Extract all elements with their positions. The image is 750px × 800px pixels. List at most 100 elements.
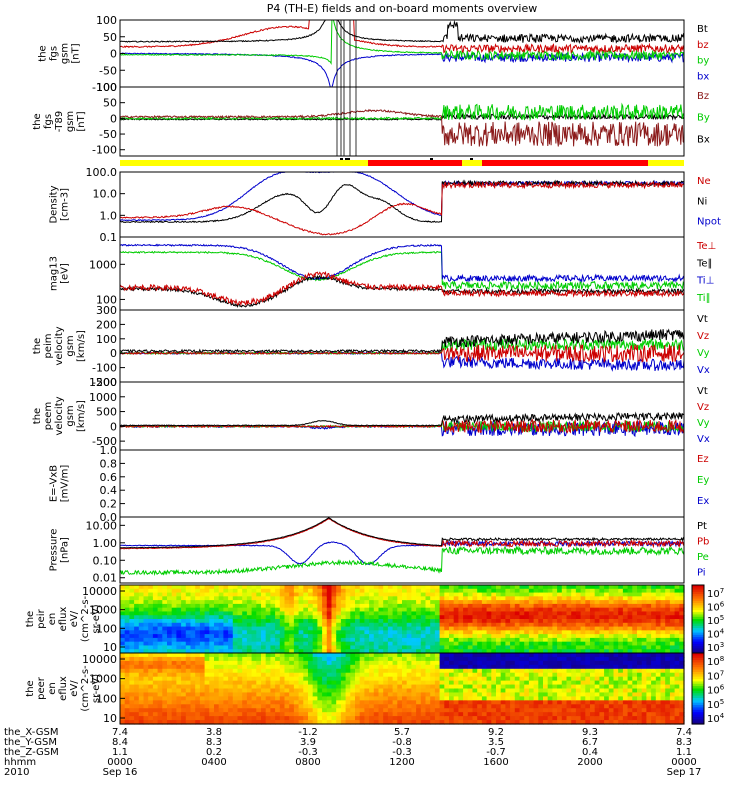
spectrogram-cell [171, 704, 177, 709]
spectrogram-cell [646, 603, 652, 609]
spectrogram-cell [571, 668, 577, 674]
spectrogram-cell [218, 676, 224, 682]
spectrogram-cell [543, 716, 549, 721]
spectrogram-cell [486, 619, 492, 624]
spectrogram-cell [134, 619, 140, 624]
spectrogram-cell [143, 720, 149, 725]
spectrogram-cell [524, 626, 530, 631]
spectrogram-cell [580, 720, 586, 725]
spectrogram-cell [298, 708, 304, 713]
spectrogram-cell [585, 684, 591, 690]
spectrogram-cell [434, 630, 441, 635]
spectrogram-cell [284, 603, 290, 609]
ytick-label: 10 [103, 712, 117, 725]
spectrogram-cell [575, 660, 582, 666]
colorbar-cell [692, 600, 704, 604]
spectrogram-cell [355, 637, 361, 643]
spectrogram-cell [336, 653, 342, 658]
spectrogram-cell [416, 708, 422, 713]
spectrogram-cell [214, 619, 220, 624]
spectrogram-cell [510, 588, 516, 594]
spectrogram-cell [275, 664, 281, 670]
spectrogram-cell [491, 630, 497, 635]
spectrogram-cell [458, 668, 464, 674]
spectrogram-cell [585, 712, 591, 717]
spectrogram-cell [134, 585, 140, 590]
spectrogram-cell [599, 645, 605, 650]
spectrogram-cell [561, 600, 568, 605]
spectrogram-cell [289, 696, 295, 701]
footer-row-value: -0.8 [392, 737, 412, 748]
spectrogram-cell [214, 630, 220, 635]
spectrogram-cell [373, 607, 380, 613]
spectrogram-cell [251, 630, 257, 635]
spectrogram-cell [289, 660, 295, 666]
spectrogram-cell [397, 619, 403, 624]
spectrogram-cell [364, 645, 370, 650]
spectrogram-cell [528, 619, 535, 624]
spectrogram-cell [359, 720, 365, 725]
spectrogram-cell [340, 626, 347, 631]
spectrogram-cell [594, 622, 600, 628]
spectrogram-cell [608, 668, 615, 674]
spectrogram-cell [430, 712, 436, 717]
spectrogram-cell [199, 664, 206, 670]
spectrogram-cell [646, 592, 652, 597]
spectrogram-cell [674, 622, 680, 628]
spectrogram-cell [543, 700, 549, 705]
colorbar-tick-label: 104 [707, 628, 725, 641]
spectrogram-cell [439, 692, 445, 697]
spectrogram-cell [420, 656, 427, 662]
spectrogram-cell [599, 641, 605, 647]
spectrogram-cell [463, 656, 469, 662]
spectrogram-cell [604, 607, 610, 613]
spectrogram-cell [148, 634, 154, 639]
spectrogram-cell [571, 603, 577, 609]
spectrogram-cell [674, 619, 680, 624]
spectrogram-cell [627, 700, 633, 705]
spectrogram-cell [449, 653, 455, 658]
spectrogram-cell [195, 668, 201, 674]
spectrogram-cell [496, 615, 502, 620]
spectrogram-cell [326, 704, 333, 709]
spectrogram-cell [345, 600, 351, 605]
spectrogram-cell [580, 704, 586, 709]
spectrogram-cell [124, 592, 130, 597]
spectrogram-cell [392, 716, 398, 721]
spectrogram-cell [449, 592, 455, 597]
spectrogram-cell [538, 641, 544, 647]
spectrogram-cell [500, 680, 506, 686]
spectrogram-cell [195, 672, 201, 678]
spectrogram-cell [528, 649, 535, 654]
spectrogram-cell [336, 585, 342, 590]
spectrogram-cell [397, 600, 403, 605]
spectrogram-cell [651, 696, 657, 701]
spectrogram-cell [585, 660, 591, 666]
spectrogram-cell [505, 645, 511, 650]
spectrogram-cell [303, 680, 309, 686]
spectrogram-cell [345, 660, 351, 666]
spectrogram-cell [275, 600, 281, 605]
spectrogram-cell [397, 720, 403, 725]
spectrogram-cell [477, 696, 483, 701]
spectrogram-cell [148, 668, 154, 674]
spectrogram-cell [228, 664, 234, 670]
spectrogram-cell [651, 720, 657, 725]
spectrogram-cell [176, 664, 182, 670]
colorbar-cell [692, 709, 704, 713]
spectrogram-cell [364, 708, 370, 713]
spectrogram-cell [373, 668, 380, 674]
spectrogram-cell [402, 641, 408, 647]
spectrogram-cell [242, 622, 248, 628]
spectrogram-cell [345, 708, 351, 713]
spectrogram-cell [289, 688, 295, 694]
spectrogram-cell [199, 630, 206, 635]
spectrogram-cell [552, 611, 558, 616]
spectrogram-cell [355, 700, 361, 705]
colorbar-cell [692, 628, 704, 631]
spectrogram-cell [209, 668, 215, 674]
spectrogram-cell [425, 656, 431, 662]
spectrogram-cell [674, 712, 680, 717]
spectrogram-cell [152, 596, 159, 601]
